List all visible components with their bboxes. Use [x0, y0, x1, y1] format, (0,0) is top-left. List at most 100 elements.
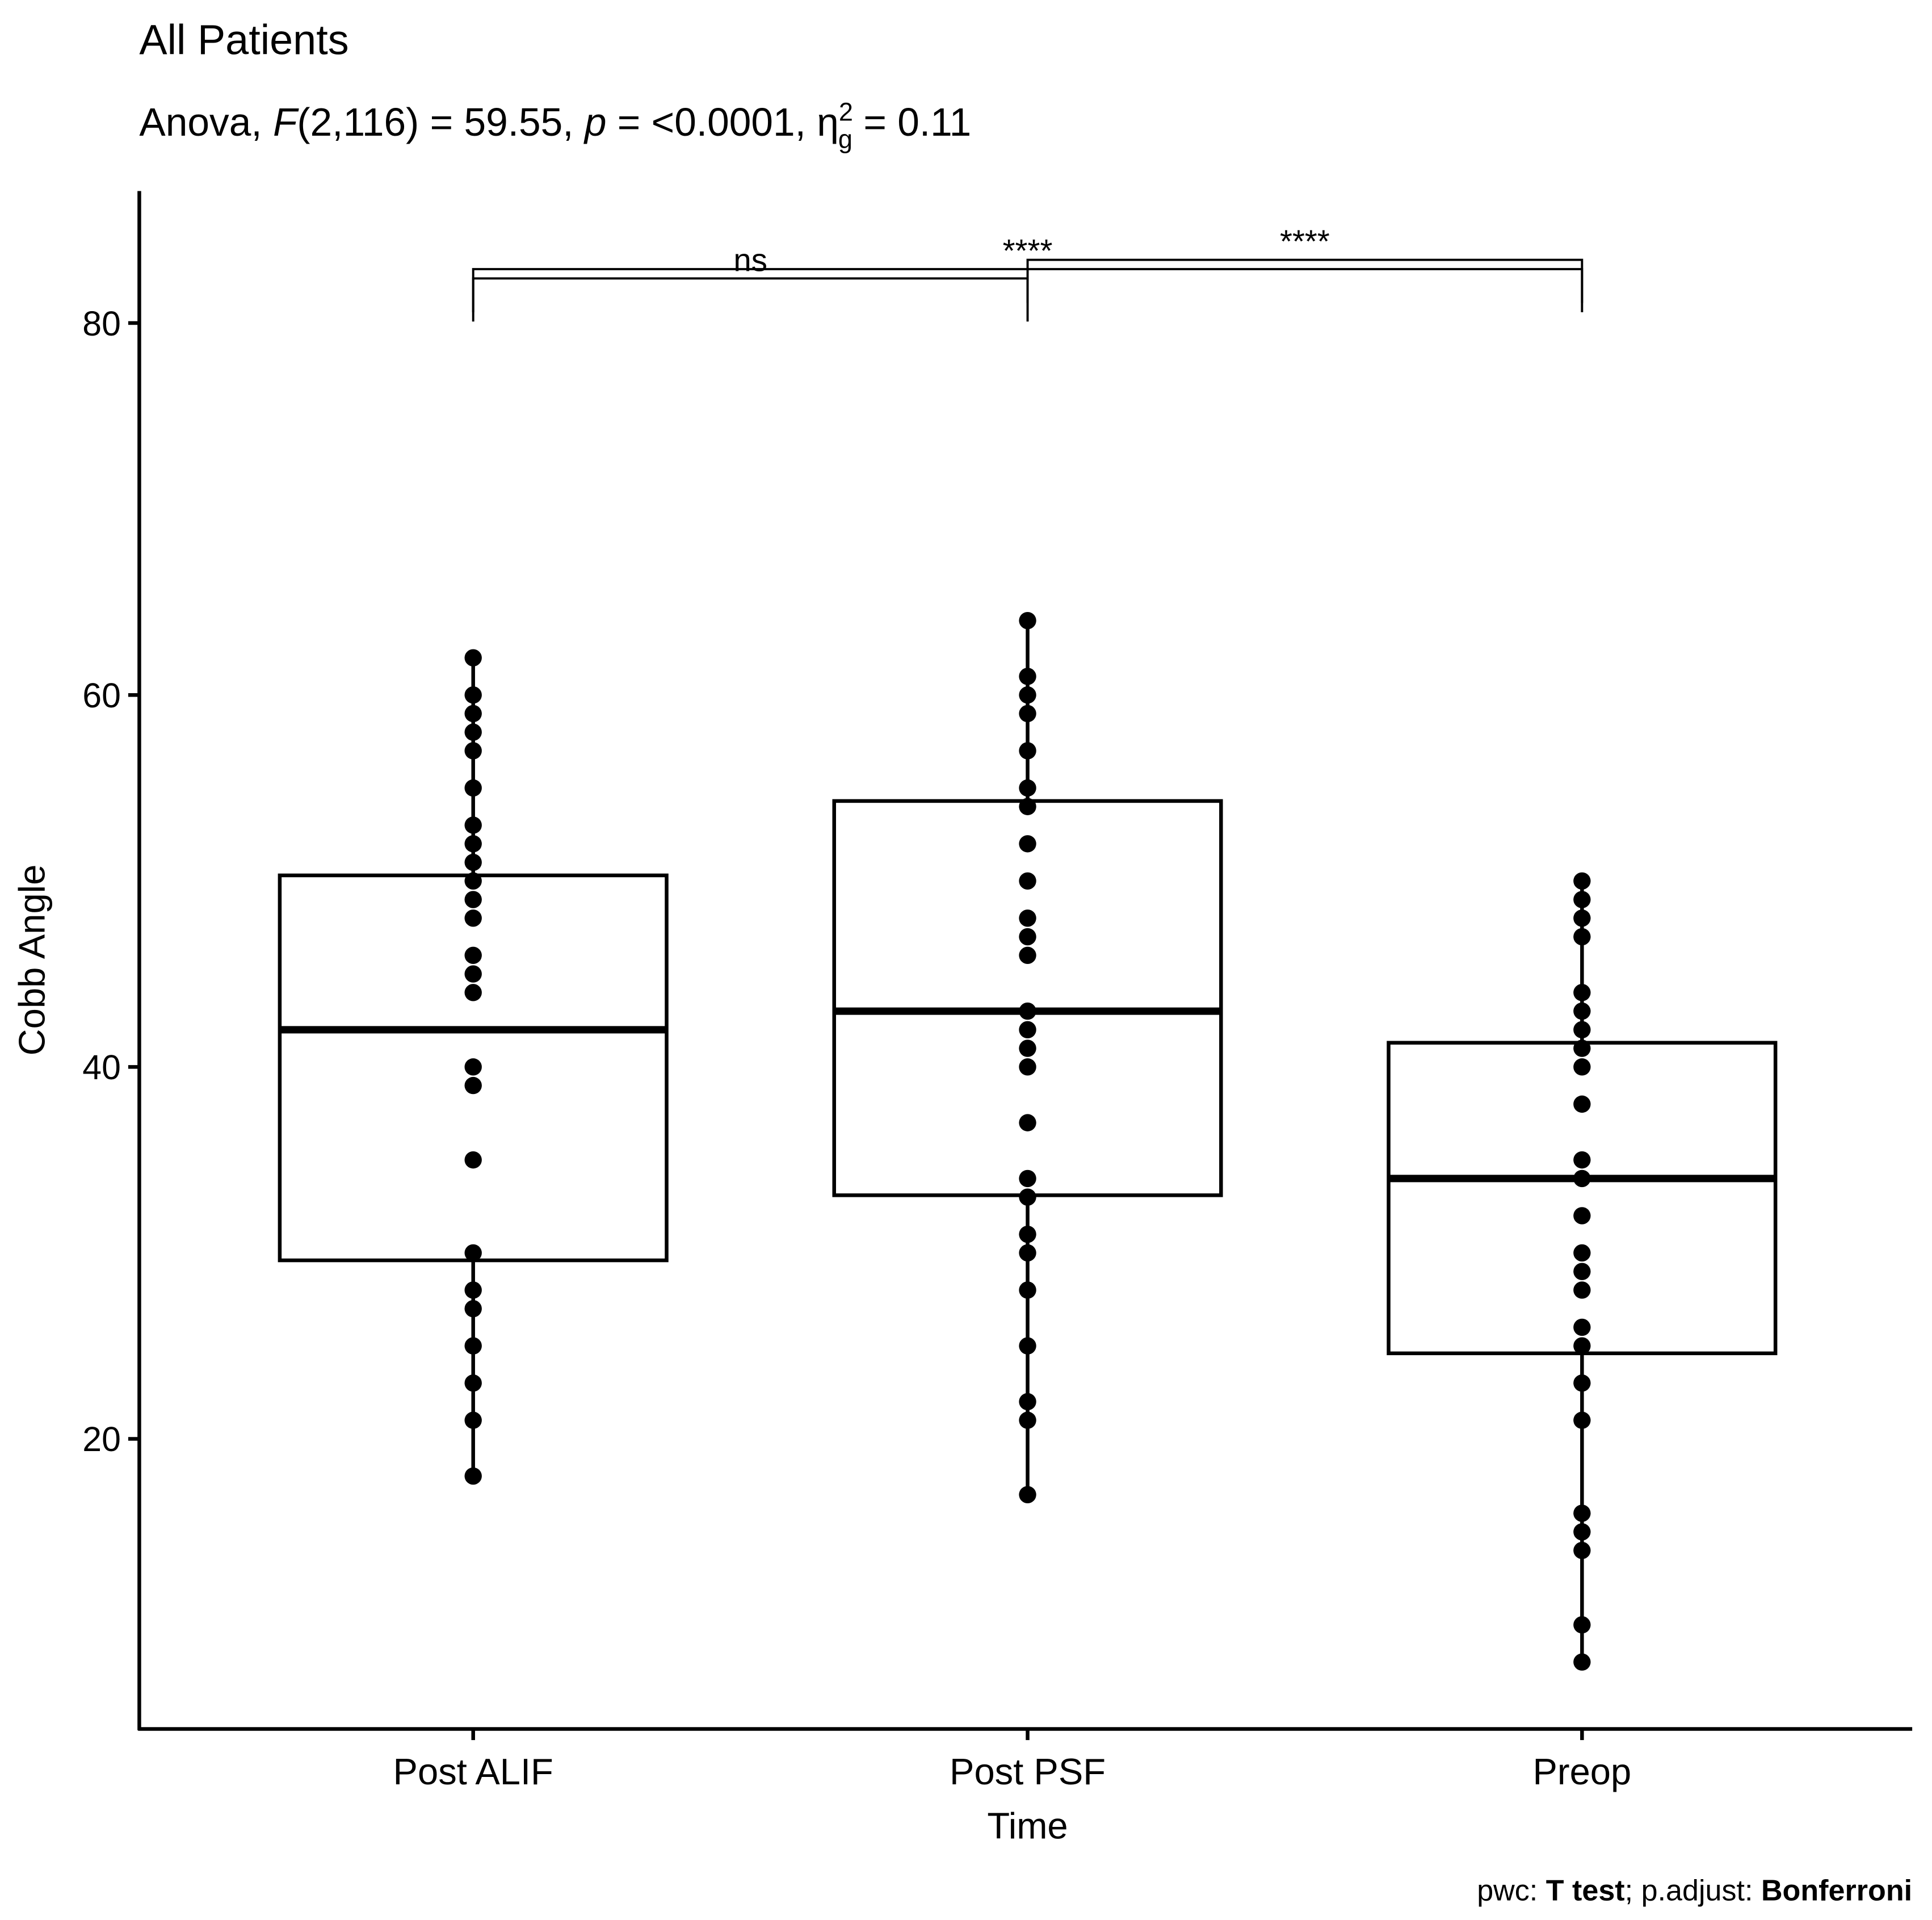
data-point — [464, 891, 482, 908]
data-point — [1019, 611, 1036, 630]
data-point — [1573, 872, 1591, 890]
data-point — [464, 1300, 482, 1318]
data-point — [464, 686, 482, 704]
data-point — [464, 742, 482, 760]
text-part: = <0.0001, η — [607, 100, 839, 144]
data-point — [1019, 686, 1036, 704]
text-part: 2 — [839, 98, 853, 127]
data-point — [1019, 798, 1036, 815]
data-point — [464, 1467, 482, 1485]
caption: pwc: T test; p.adjust: Bonferroni — [1477, 1874, 1912, 1907]
data-point — [1573, 891, 1591, 908]
data-point — [1019, 1486, 1036, 1503]
data-point — [464, 1281, 482, 1299]
data-point — [1019, 1039, 1036, 1057]
y-tick-label: 40 — [82, 1048, 121, 1087]
data-point — [1573, 1374, 1591, 1392]
text-part: pwc: — [1477, 1874, 1546, 1907]
y-tick-label: 80 — [82, 304, 121, 343]
data-point — [464, 723, 482, 741]
y-tick-label: 60 — [82, 676, 121, 715]
data-point — [1019, 705, 1036, 723]
data-point — [464, 835, 482, 853]
data-point — [1019, 1169, 1036, 1188]
y-tick-label: 20 — [82, 1420, 121, 1458]
data-point — [1573, 1151, 1591, 1169]
data-point — [1573, 1541, 1591, 1560]
text-part: g — [838, 124, 852, 153]
data-point — [1019, 779, 1036, 797]
data-point — [464, 1374, 482, 1392]
data-point — [1573, 1523, 1591, 1541]
x-tick-label: Preop — [1532, 1751, 1631, 1792]
data-point — [464, 816, 482, 834]
data-point — [1573, 1021, 1591, 1039]
y-axis-label: Cobb Angle — [11, 865, 52, 1056]
data-point — [1019, 1002, 1036, 1020]
data-point — [1573, 984, 1591, 1001]
data-point — [464, 1337, 482, 1355]
data-point — [1019, 668, 1036, 685]
data-point — [1573, 909, 1591, 927]
data-point — [464, 705, 482, 723]
data-point — [464, 984, 482, 1001]
data-point — [464, 853, 482, 871]
data-point — [464, 965, 482, 983]
data-point — [464, 1151, 482, 1169]
text-part: F — [273, 100, 299, 144]
data-point — [1019, 1393, 1036, 1411]
text-part: Bonferroni — [1761, 1874, 1912, 1907]
data-point — [1573, 1318, 1591, 1336]
text-part: ; p.adjust: — [1625, 1874, 1761, 1907]
data-point — [1019, 909, 1036, 927]
data-point — [1573, 1169, 1591, 1188]
data-point — [1019, 1114, 1036, 1131]
data-point — [1019, 928, 1036, 946]
data-point — [464, 1058, 482, 1076]
data-point — [1019, 1281, 1036, 1299]
data-point — [1019, 1021, 1036, 1039]
data-point — [1573, 1653, 1591, 1671]
data-point — [1573, 1095, 1591, 1113]
text-part: T test — [1546, 1874, 1625, 1907]
data-point — [464, 946, 482, 965]
data-point — [1573, 1337, 1591, 1355]
significance-label: ns — [733, 242, 767, 278]
data-point — [1573, 1058, 1591, 1076]
text-part: Anova, — [139, 100, 273, 144]
data-point — [1573, 1616, 1591, 1634]
data-point — [1573, 1263, 1591, 1280]
data-point — [464, 1076, 482, 1095]
data-point — [1573, 928, 1591, 946]
data-point — [1019, 1058, 1036, 1076]
data-point — [464, 872, 482, 890]
data-point — [1573, 1281, 1591, 1299]
data-point — [1019, 835, 1036, 853]
chart-title: All Patients — [139, 16, 348, 64]
data-point — [1019, 946, 1036, 965]
text-part: (2,116) = 59.55, — [297, 100, 584, 144]
data-point — [1573, 1411, 1591, 1429]
data-point — [1573, 1207, 1591, 1225]
significance-bracket — [1026, 258, 1584, 303]
data-point — [464, 779, 482, 797]
chart-subtitle: Anova, F(2,116) = 59.55, p = <0.0001, η2… — [139, 98, 971, 154]
data-point — [464, 649, 482, 666]
x-tick-label: Post PSF — [950, 1751, 1106, 1792]
data-point — [1019, 1411, 1036, 1429]
data-point — [464, 1244, 482, 1262]
data-point — [1019, 1188, 1036, 1206]
data-point — [1019, 872, 1036, 890]
data-point — [1019, 1244, 1036, 1262]
data-point — [1573, 1504, 1591, 1522]
data-point — [1019, 1225, 1036, 1243]
x-tick-label: Post ALIF — [393, 1751, 553, 1792]
x-axis-label: Time — [987, 1805, 1068, 1847]
data-point — [1019, 742, 1036, 760]
data-point — [1573, 1039, 1591, 1057]
data-point — [1573, 1244, 1591, 1262]
data-point — [1019, 1337, 1036, 1355]
text-part: = 0.11 — [852, 100, 971, 144]
